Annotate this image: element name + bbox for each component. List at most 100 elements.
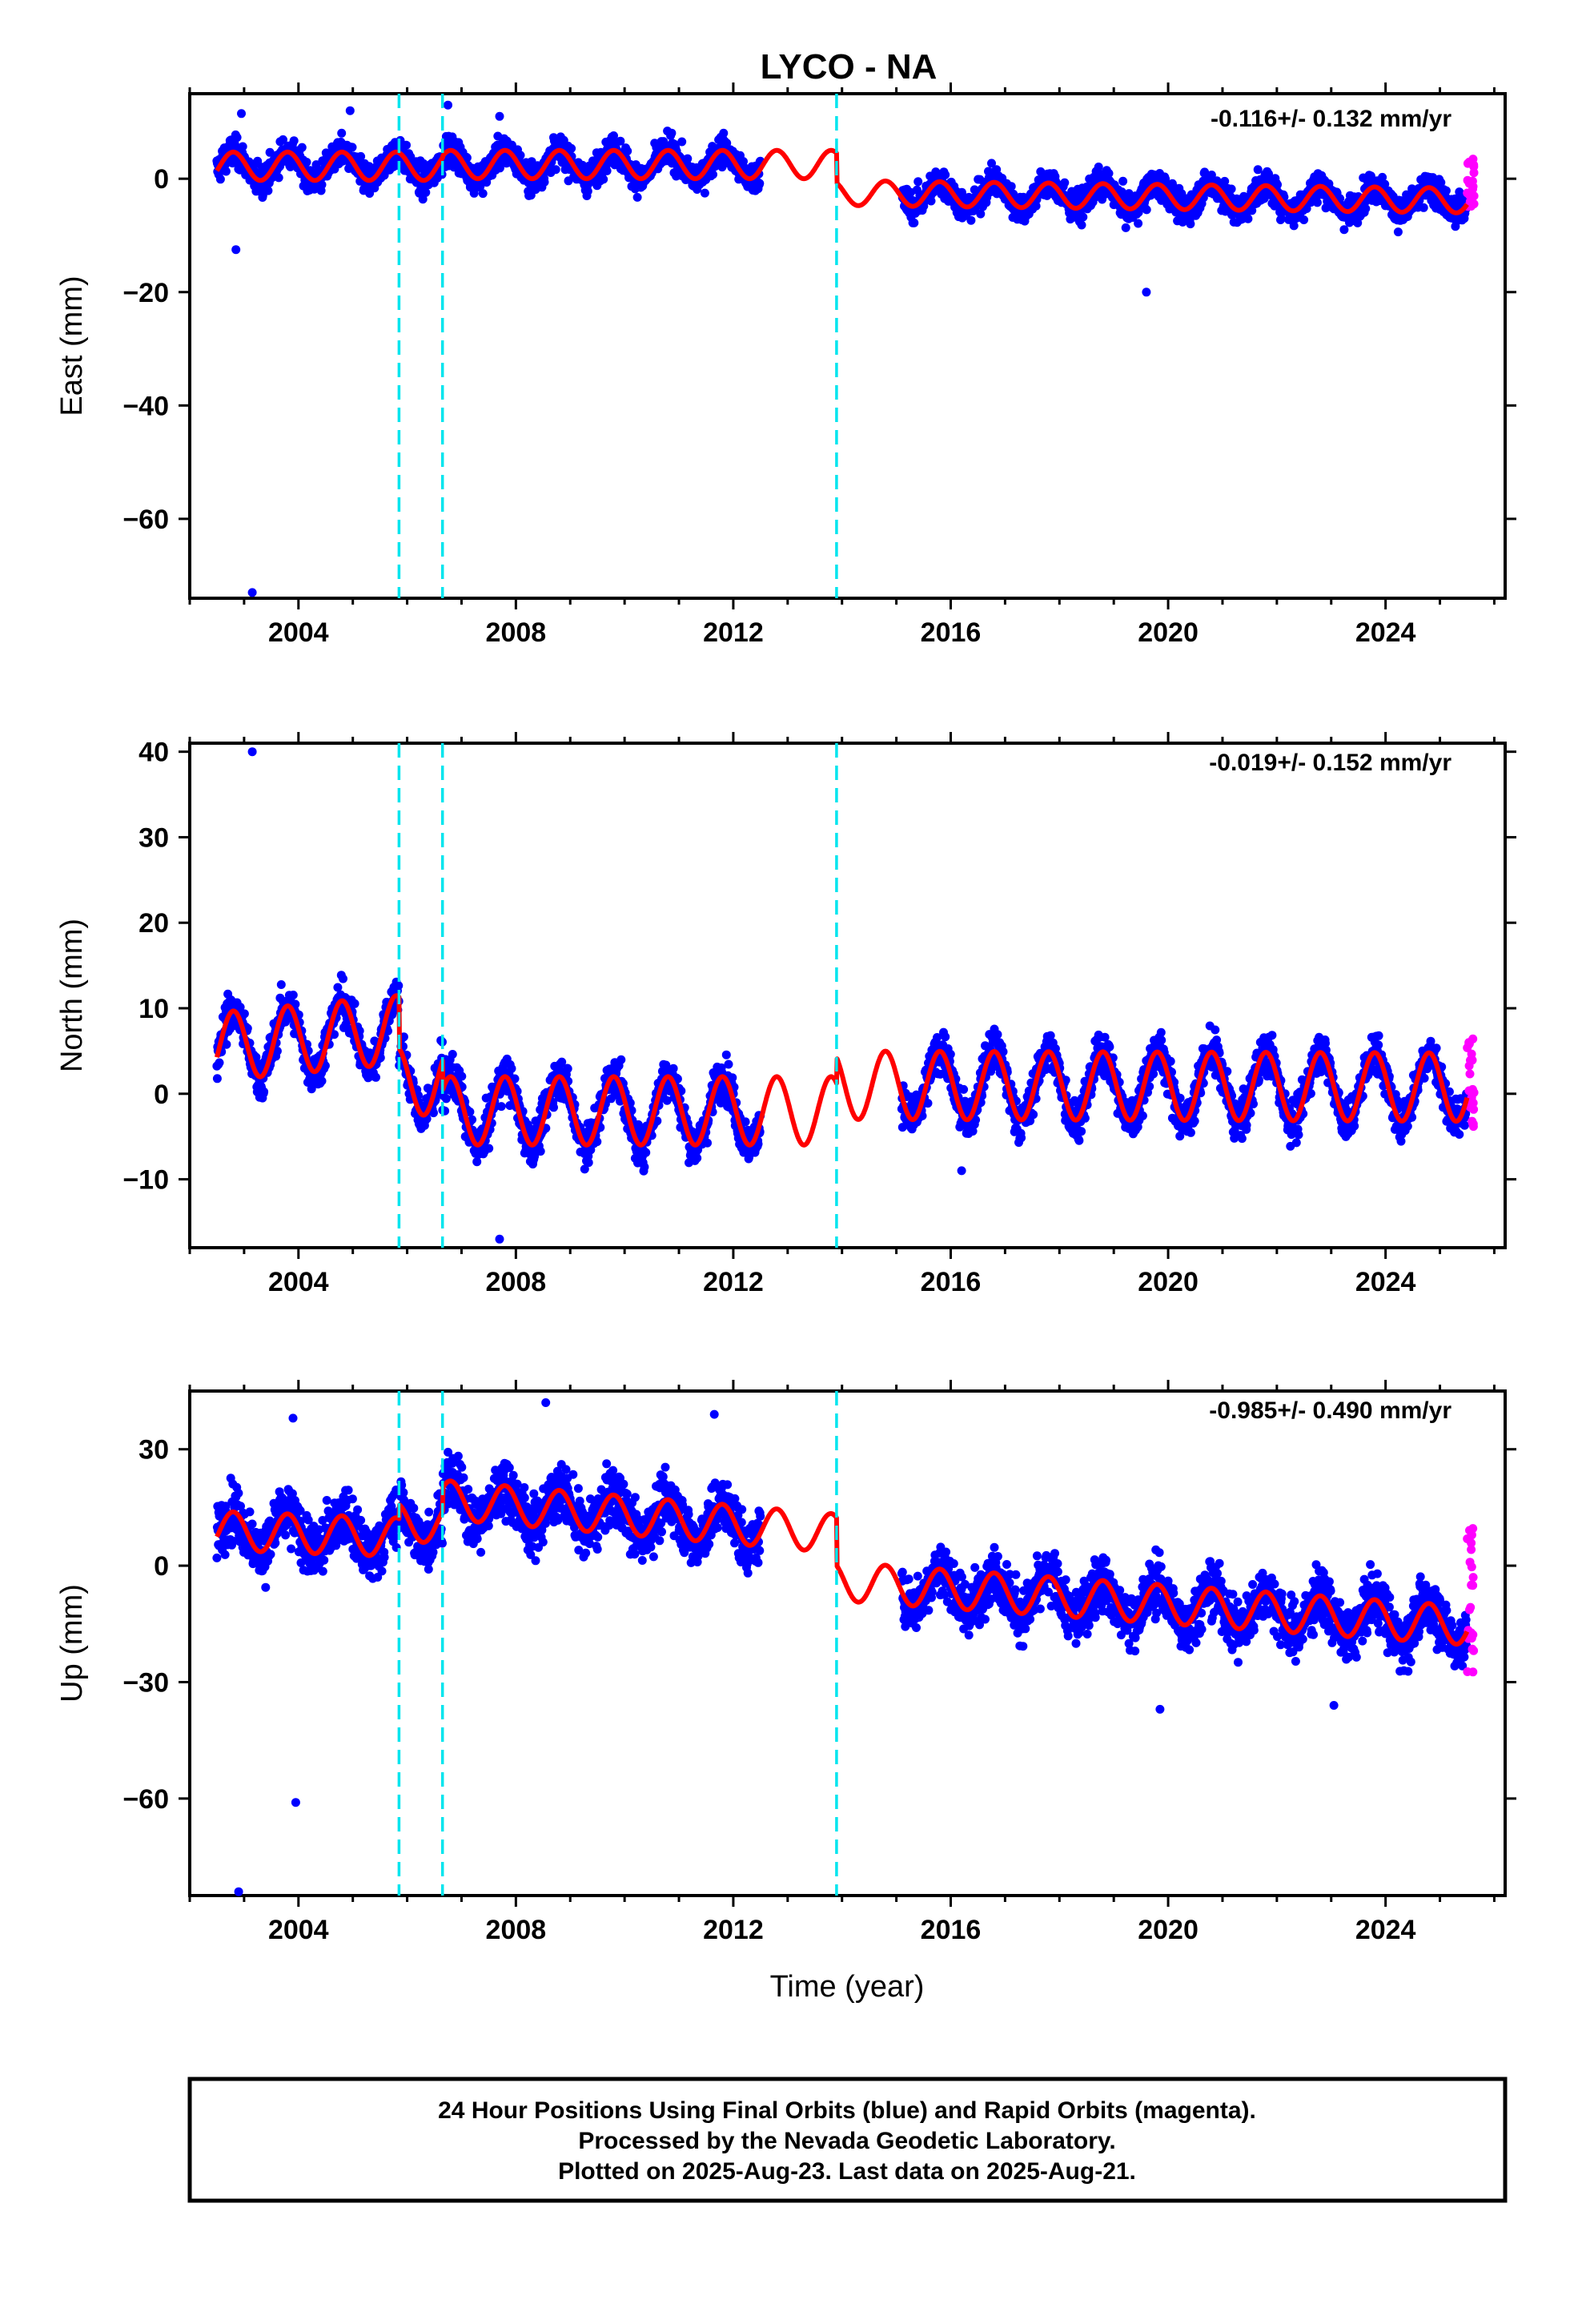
final-orbit-point: [402, 140, 411, 150]
final-orbit-point: [551, 165, 560, 175]
final-orbit-point: [265, 147, 275, 157]
final-orbit-point: [289, 136, 299, 146]
final-orbit-point: [356, 151, 366, 161]
final-orbit-point: [448, 1050, 457, 1059]
x-tick-label: 2008: [486, 617, 547, 648]
final-orbit-point: [909, 218, 919, 227]
final-orbit-point: [263, 186, 273, 195]
final-orbit-point: [941, 170, 950, 179]
final-orbit-point: [317, 180, 327, 190]
final-orbit-point: [274, 173, 283, 183]
rate-label-east: -0.116+/- 0.132 mm/yr: [1211, 106, 1452, 132]
plot-frame-north: [188, 742, 1507, 1249]
x-tick-label: 2024: [1355, 617, 1416, 648]
final-orbit-point: [238, 142, 247, 151]
final-orbit-point: [1118, 176, 1128, 186]
rapid-orbit-point: [1466, 200, 1476, 210]
x-tick-label: 2004: [268, 617, 329, 648]
final-orbit-point: [1393, 227, 1403, 237]
final-orbit-point: [1243, 214, 1253, 223]
final-orbit-point: [563, 1064, 572, 1073]
final-orbit-point: [709, 170, 717, 179]
final-orbit-point: [540, 177, 549, 187]
final-orbit-point: [279, 135, 287, 144]
final-orbit-point: [507, 1063, 516, 1073]
final-orbit-point: [472, 1157, 482, 1167]
final-orbit-point: [1006, 182, 1016, 191]
final-orbit-point: [215, 1058, 224, 1068]
final-orbit-point: [599, 175, 608, 184]
final-orbit-point: [496, 1102, 506, 1112]
final-orbit-point: [632, 192, 642, 202]
outlier-point: [237, 109, 246, 119]
final-orbit-point: [602, 166, 612, 175]
final-orbit-point: [1134, 219, 1143, 228]
marks-north: [212, 743, 1479, 1248]
outlier-point: [345, 106, 355, 115]
figure-title: LYCO - NA: [761, 47, 938, 86]
final-orbit-point: [350, 999, 359, 1008]
final-orbit-point: [288, 991, 298, 999]
final-orbit-point: [259, 1087, 269, 1096]
final-orbit-point: [683, 154, 693, 163]
final-orbit-point: [1227, 184, 1236, 194]
final-orbit-point: [1299, 215, 1309, 224]
x-tick-label: 2016: [921, 617, 982, 648]
final-orbit-point: [484, 1144, 494, 1153]
final-orbit-point: [959, 1084, 969, 1094]
final-orbit-point: [418, 195, 428, 204]
final-orbit-point: [667, 128, 677, 138]
final-orbit-point: [1419, 203, 1428, 212]
final-orbit-point: [394, 981, 404, 991]
final-orbit-point: [302, 158, 311, 167]
final-orbit-point: [297, 143, 307, 152]
final-orbit-point: [347, 143, 357, 152]
final-orbit-point: [616, 1055, 626, 1064]
final-orbit-point: [641, 1148, 651, 1157]
outlier-point: [444, 100, 452, 110]
final-orbit-point: [623, 147, 632, 156]
outlier-point: [247, 588, 257, 597]
final-orbit-point: [567, 143, 576, 153]
final-orbit-point: [926, 196, 936, 206]
outlier-point: [231, 245, 241, 255]
final-orbit-point: [1060, 178, 1070, 187]
final-orbit-point: [339, 974, 347, 983]
final-orbit-point: [253, 156, 263, 166]
final-orbit-point: [1078, 212, 1088, 222]
final-orbit-point: [441, 1094, 451, 1104]
final-orbit-point: [337, 128, 347, 138]
final-orbit-point: [693, 1153, 702, 1163]
plot-frame-east: [188, 92, 1507, 600]
final-orbit-point: [966, 215, 976, 225]
x-tick-label: 2012: [703, 617, 764, 648]
y-tick-label: −40: [122, 391, 169, 421]
final-orbit-point: [478, 189, 488, 199]
final-orbit-point: [221, 167, 231, 176]
final-orbit-point: [1077, 220, 1086, 230]
final-orbit-point: [212, 1074, 222, 1084]
final-orbit-point: [1339, 225, 1349, 235]
outlier-point: [1142, 287, 1151, 297]
final-orbit-point: [276, 980, 286, 989]
final-orbit-point: [457, 1072, 467, 1081]
final-orbit-point: [941, 1032, 950, 1042]
final-orbit-point: [215, 175, 225, 184]
y-tick-label: −20: [122, 278, 169, 308]
final-orbit-point: [640, 1162, 649, 1172]
final-orbit-point: [536, 1147, 545, 1156]
x-tick-label: 2020: [1138, 617, 1199, 648]
final-orbit-point: [1441, 186, 1451, 195]
final-orbit-point: [703, 1138, 712, 1148]
final-orbit-point: [741, 1117, 750, 1127]
final-orbit-point: [721, 1050, 731, 1059]
y-tick-label: −60: [122, 505, 169, 535]
final-orbit-point: [239, 1009, 249, 1019]
final-orbit-point: [700, 188, 709, 198]
final-orbit-point: [317, 1076, 327, 1086]
final-orbit-point: [1361, 204, 1371, 213]
final-orbit-point: [1121, 223, 1130, 232]
outlier-point: [495, 111, 504, 121]
